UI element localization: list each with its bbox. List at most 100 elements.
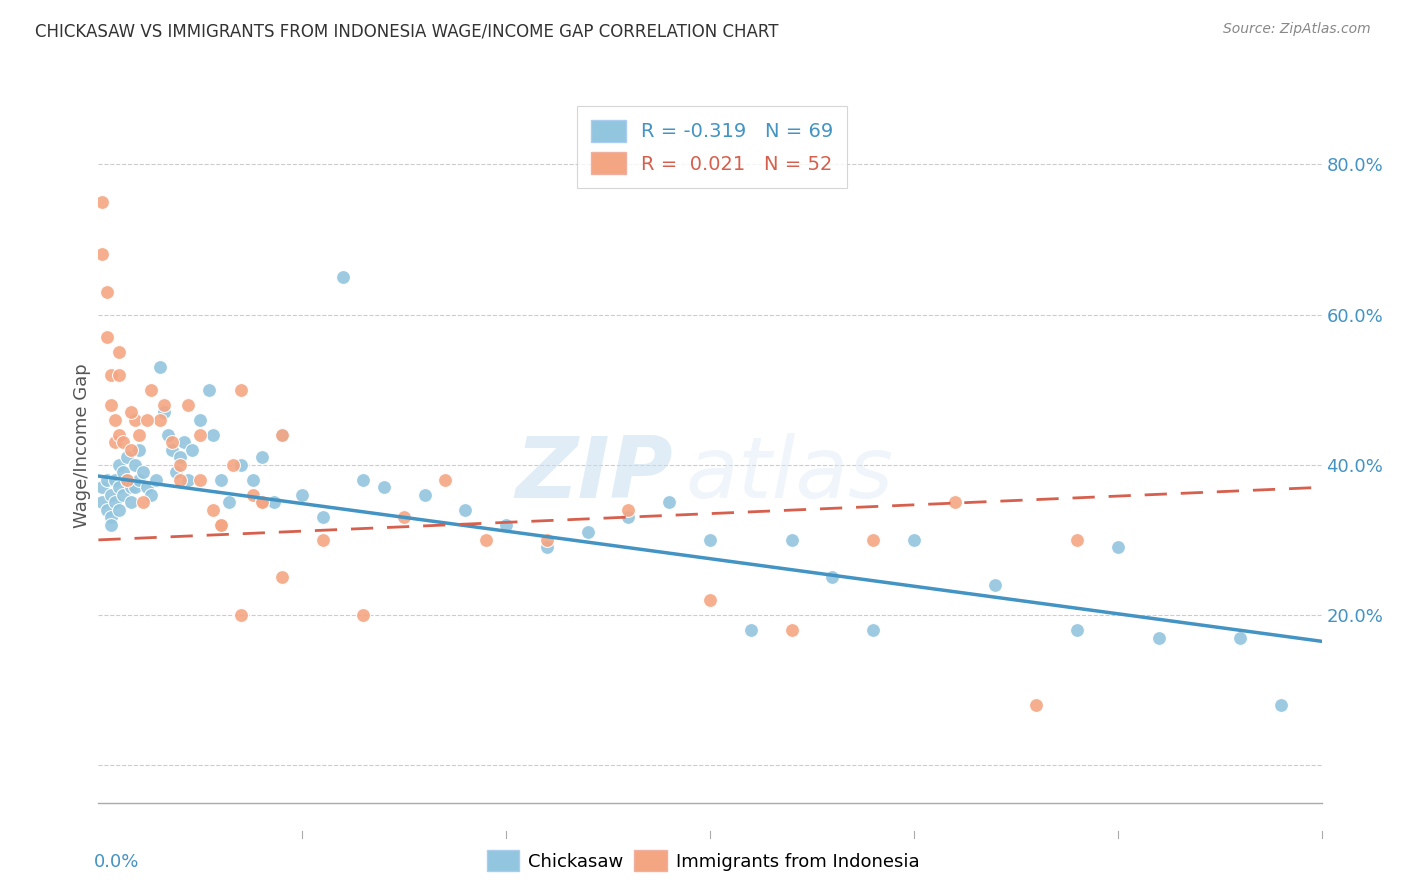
Point [1270,698,1292,713]
Point [291,488,314,502]
Point [1025,698,1047,713]
Point [120,495,142,509]
Point [91,194,114,209]
Point [188,473,212,487]
Point [124,413,146,427]
Text: Source: ZipAtlas.com: Source: ZipAtlas.com [1223,22,1371,37]
Point [115,473,138,487]
Point [115,473,138,487]
Point [250,495,273,509]
Point [821,570,844,584]
Point [218,495,240,509]
Point [181,442,204,457]
Point [96,285,118,299]
Point [617,503,640,517]
Point [658,495,681,509]
Point [169,450,191,465]
Point [108,503,131,517]
Point [128,473,150,487]
Point [201,427,224,442]
Point [149,413,172,427]
Point [617,510,640,524]
Point [1107,541,1129,555]
Point [474,533,498,547]
Point [100,488,122,502]
Point [128,442,150,457]
Point [141,383,163,397]
Point [120,480,142,494]
Point [160,435,183,450]
Point [169,473,191,487]
Point [108,368,131,382]
Point [100,510,122,524]
Point [145,473,167,487]
Point [132,495,155,509]
Point [780,533,803,547]
Point [209,473,232,487]
Point [111,465,134,479]
Point [100,368,122,382]
Point [128,427,150,442]
Point [132,465,155,479]
Point [576,525,599,540]
Point [270,427,294,442]
Point [136,413,159,427]
Point [209,517,232,532]
Point [231,607,253,622]
Point [332,270,354,285]
Point [862,533,884,547]
Point [160,442,183,457]
Point [108,458,131,472]
Point [270,427,294,442]
Point [263,495,285,509]
Legend: Chickasaw, Immigrants from Indonesia: Chickasaw, Immigrants from Indonesia [479,843,927,879]
Point [434,473,457,487]
Text: 0.0%: 0.0% [94,853,139,871]
Point [454,503,477,517]
Point [104,435,127,450]
Point [96,473,118,487]
Point [96,503,118,517]
Point [91,247,114,261]
Point [120,442,142,457]
Point [780,623,803,637]
Point [699,593,721,607]
Point [209,517,232,532]
Point [120,405,142,419]
Point [124,480,146,494]
Point [149,360,172,375]
Point [173,435,195,450]
Point [152,398,174,412]
Legend: R = -0.319   N = 69, R =  0.021   N = 52: R = -0.319 N = 69, R = 0.021 N = 52 [576,106,846,188]
Point [124,458,146,472]
Point [108,427,131,442]
Point [111,435,134,450]
Point [1066,623,1088,637]
Point [115,450,138,465]
Point [1147,631,1170,645]
Point [312,533,335,547]
Point [536,533,558,547]
Point [536,541,558,555]
Text: CHICKASAW VS IMMIGRANTS FROM INDONESIA WAGE/INCOME GAP CORRELATION CHART: CHICKASAW VS IMMIGRANTS FROM INDONESIA W… [35,22,779,40]
Point [104,495,127,509]
Point [231,458,253,472]
Point [188,427,212,442]
Point [903,533,925,547]
Point [352,607,374,622]
Point [96,330,118,344]
Point [108,345,131,359]
Point [100,517,122,532]
Point [104,473,127,487]
Point [495,517,517,532]
Point [1229,631,1251,645]
Point [250,450,273,465]
Text: ZIP: ZIP [516,433,673,516]
Point [152,405,174,419]
Point [111,488,134,502]
Point [108,480,131,494]
Point [156,427,179,442]
Point [169,458,191,472]
Point [413,488,436,502]
Point [104,413,127,427]
